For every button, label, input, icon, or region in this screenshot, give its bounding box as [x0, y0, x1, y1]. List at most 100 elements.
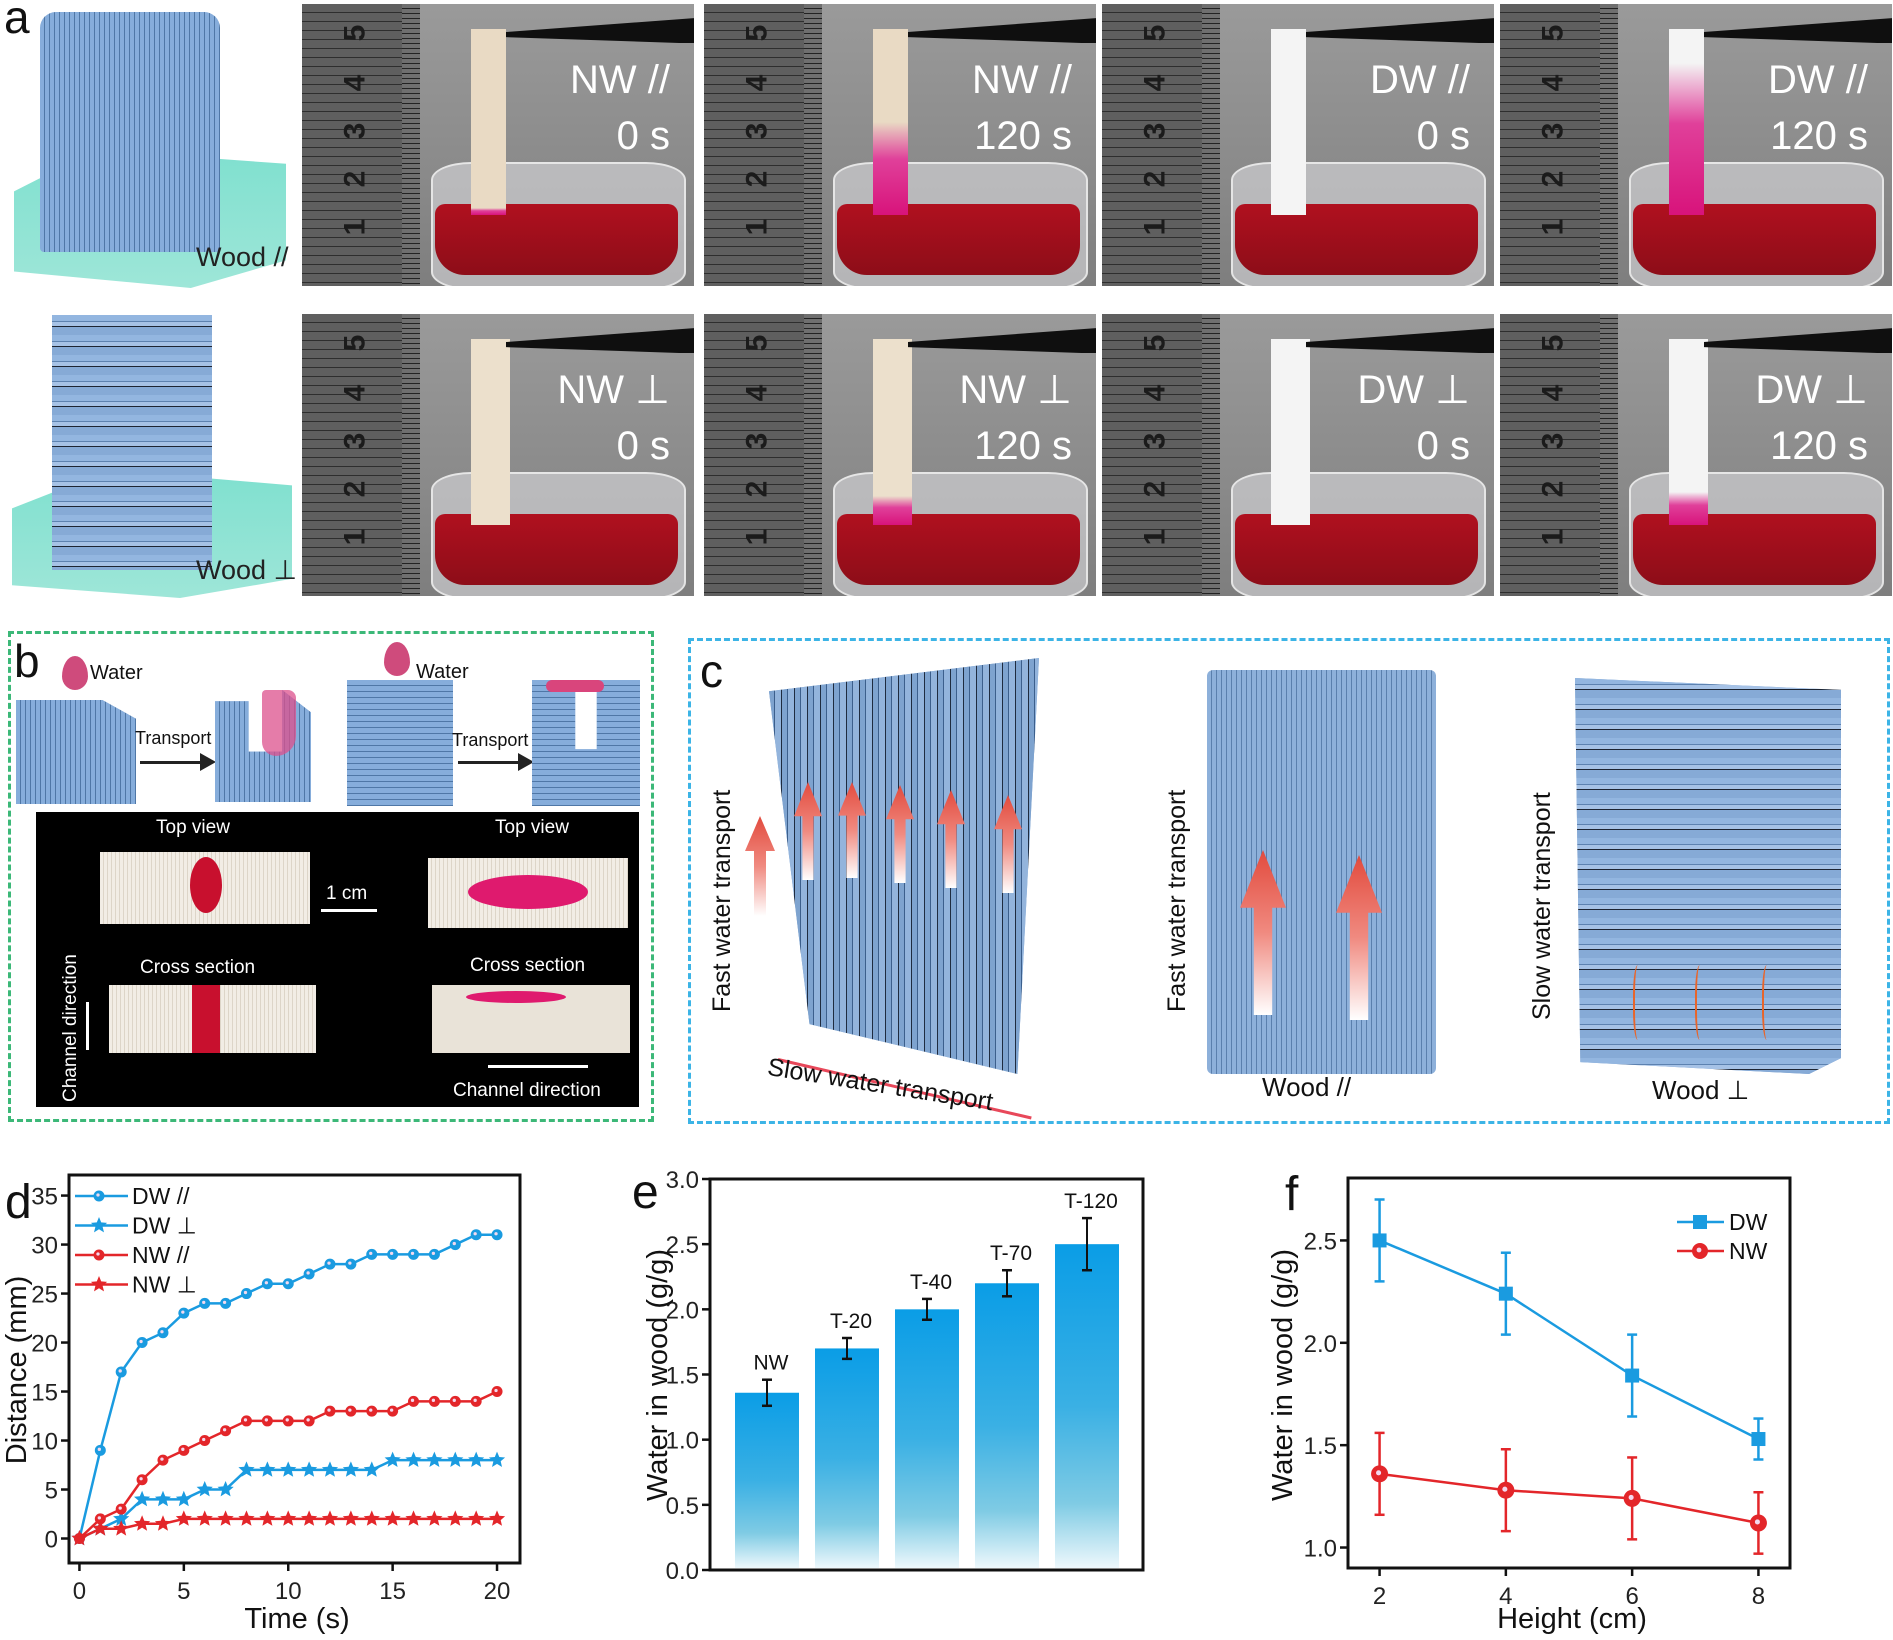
data-point	[321, 1461, 339, 1477]
ruler	[1500, 4, 1618, 286]
marker-highlight	[473, 1232, 477, 1236]
marker-highlight	[264, 1281, 269, 1285]
data-point	[280, 1510, 297, 1526]
ruler-number: 5	[740, 24, 774, 42]
marker-highlight	[410, 1251, 415, 1256]
experiment-photo: 5 4 3 2 1 NW // 120 s	[704, 4, 1096, 286]
ruler-number: 1	[338, 218, 372, 236]
ruler	[704, 314, 822, 596]
marker-highlight	[1696, 1247, 1702, 1253]
marker-highlight	[452, 1398, 456, 1402]
sample-label: NW ⊥	[959, 368, 1072, 412]
dye-front	[1668, 62, 1704, 216]
ruler	[302, 4, 420, 286]
cross-section-label-2: Cross section	[470, 955, 586, 976]
data-point	[90, 1276, 108, 1292]
data-point	[238, 1461, 255, 1477]
bar-label: T-40	[910, 1271, 952, 1294]
ruler-number: 1	[1138, 218, 1172, 236]
marker-highlight	[369, 1408, 373, 1412]
data-point	[238, 1510, 255, 1526]
sample-top-perpendicular	[428, 858, 628, 928]
marker-highlight	[431, 1398, 436, 1402]
sample-label: DW ⊥	[1357, 368, 1470, 412]
ruler-number: 1	[338, 528, 372, 546]
bar-label: T-20	[830, 1310, 872, 1333]
marker-highlight	[96, 1193, 100, 1197]
marker-highlight	[306, 1418, 310, 1422]
marker-highlight	[222, 1428, 227, 1432]
ruler-number: 2	[740, 170, 774, 188]
tweezers	[505, 328, 694, 354]
marker-highlight	[97, 1516, 101, 1520]
dye-solution	[435, 204, 679, 275]
data-point	[113, 1520, 130, 1536]
ruler-number: 5	[338, 334, 372, 352]
data-point	[426, 1510, 443, 1526]
time-label: 0 s	[1416, 424, 1470, 468]
data-point	[90, 1217, 108, 1233]
channel-direction-label-vertical: Channel direction	[60, 954, 81, 1102]
dye-penetration	[262, 690, 296, 756]
sample-label: NW //	[570, 58, 670, 102]
data-point	[1498, 1286, 1513, 1301]
y-tick-label: 2.5	[666, 1232, 699, 1259]
data-point	[134, 1490, 151, 1507]
experiment-photo: 5 4 3 2 1 DW // 120 s	[1500, 4, 1892, 286]
dye-solution	[435, 514, 679, 585]
marker-highlight	[348, 1261, 352, 1265]
data-point	[217, 1510, 234, 1526]
experiment-photo: 5 4 3 2 1 DW ⊥ 120 s	[1500, 314, 1892, 596]
chart-f: 1.0 1.5 2.0 2.5 2 4 6 8 f Height (cm) Water in woo…	[1267, 1168, 1792, 1635]
ruler-number: 5	[740, 334, 774, 352]
dye-solution	[1235, 514, 1479, 585]
x-tick-label: 2	[1373, 1583, 1386, 1610]
ruler-scale	[402, 314, 420, 596]
data-point	[154, 1490, 171, 1507]
marker-highlight	[181, 1447, 185, 1451]
data-point	[1751, 1432, 1766, 1447]
y-tick-label: 35	[31, 1184, 58, 1211]
y-tick-label: 2.5	[1304, 1228, 1337, 1255]
data-point	[488, 1451, 506, 1467]
bar-label: NW	[754, 1352, 789, 1375]
ruler-number: 5	[338, 24, 372, 42]
ruler-number: 2	[1536, 480, 1570, 498]
y-tick-label: 3.0	[666, 1167, 699, 1194]
x-tick-label: 20	[484, 1578, 511, 1605]
wood-strip	[1668, 339, 1708, 526]
top-view-label-1: Top view	[156, 817, 230, 838]
marker-highlight	[139, 1339, 143, 1344]
time-label: 0 s	[616, 424, 670, 468]
data-point	[468, 1510, 485, 1526]
ruler	[1102, 4, 1220, 286]
y-tick-label: 1.0	[666, 1428, 699, 1455]
wood-strip	[470, 29, 506, 216]
marker-highlight	[389, 1251, 394, 1256]
tweezers	[1703, 328, 1892, 354]
y-tick-label: 0.5	[666, 1493, 699, 1520]
ruler-number: 5	[1536, 334, 1570, 352]
dye-front	[1668, 492, 1708, 526]
panel-a-label: a	[4, 0, 30, 43]
marker-highlight	[139, 1477, 143, 1481]
data-point	[259, 1510, 276, 1526]
wood-strip	[1668, 29, 1704, 216]
time-label: 0 s	[1416, 114, 1470, 158]
marker-highlight	[327, 1261, 331, 1265]
sample-label: DW ⊥	[1755, 368, 1868, 412]
charts: 0 5 10 15 20 25 30 35 0 5 10 15 20 d Time (s) Distance …	[1, 1166, 1792, 1635]
panel-b-border	[8, 631, 654, 1122]
plot-frame	[1346, 1176, 1792, 1570]
tweezers	[1703, 18, 1892, 44]
ruler-scale	[1600, 314, 1618, 596]
y-tick-label: 1.5	[1304, 1433, 1337, 1460]
ruler-number: 5	[1536, 24, 1570, 42]
marker-highlight	[243, 1418, 248, 1422]
data-point	[363, 1461, 380, 1477]
water-drop-icon	[384, 642, 410, 676]
time-label: 120 s	[1770, 424, 1868, 468]
bar	[815, 1348, 879, 1568]
chart-d: 0 5 10 15 20 25 30 35 0 5 10 15 20 d Time (s) Distance …	[1, 1173, 522, 1635]
ruler	[1500, 314, 1618, 596]
